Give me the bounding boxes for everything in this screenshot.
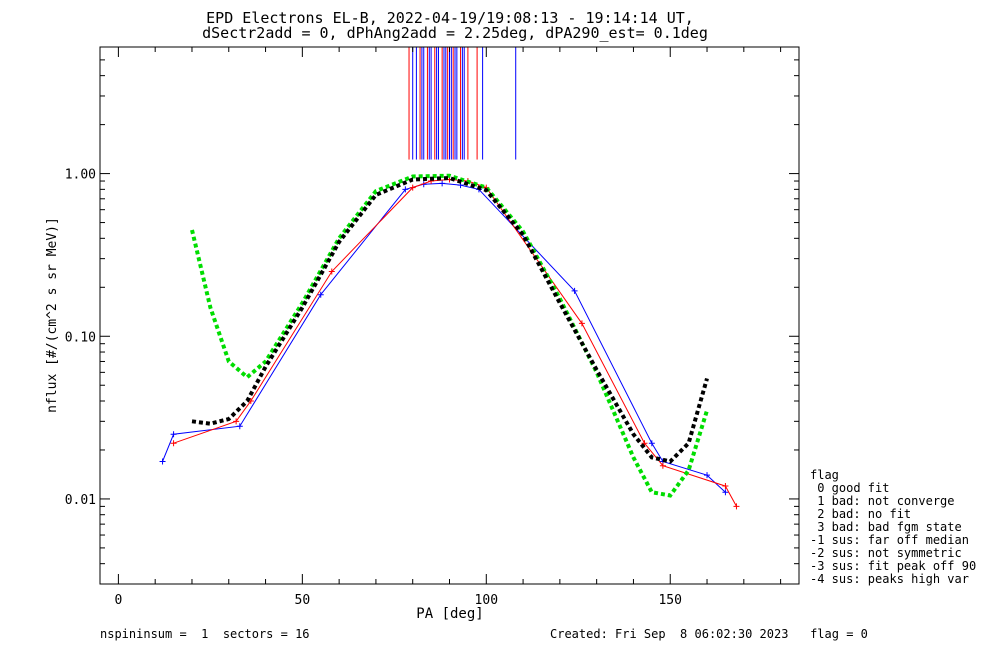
footer-created-info: Created: Fri Sep 8 06:02:30 2023 flag = … bbox=[550, 627, 868, 641]
data-layer bbox=[159, 47, 740, 510]
footer-spin-info: nspininsum = 1 sectors = 16 bbox=[100, 627, 310, 641]
fit-curve bbox=[190, 173, 709, 498]
data-point bbox=[722, 483, 729, 490]
legend-item: -2 sus: not symmetric bbox=[810, 546, 962, 560]
data-point bbox=[170, 440, 177, 447]
data-point bbox=[578, 320, 585, 327]
x-tick-label: 100 bbox=[475, 593, 498, 608]
data-point bbox=[722, 489, 729, 496]
chart-title: EPD Electrons EL-B, 2022-04-19/19:08:13 … bbox=[206, 9, 694, 27]
axes-layer: 0 50 100 150 0.01 0.10 1.00 bbox=[65, 47, 799, 608]
data-point bbox=[571, 287, 578, 294]
legend-item: -4 sus: peaks high var bbox=[810, 572, 969, 586]
x-axis-label: PA [deg] bbox=[416, 606, 483, 622]
data-point bbox=[704, 472, 711, 479]
y-tick-label: 1.00 bbox=[65, 168, 96, 183]
fit-curve bbox=[191, 175, 709, 464]
x-tick-label: 150 bbox=[658, 593, 681, 608]
legend-item: -1 sus: far off median bbox=[810, 533, 969, 547]
data-point bbox=[439, 180, 446, 187]
data-point bbox=[733, 503, 740, 510]
data-point bbox=[328, 268, 335, 275]
data-point bbox=[236, 423, 243, 430]
legend-item: -3 sus: fit peak off 90 bbox=[810, 559, 977, 573]
y-axis-label: nflux [#/(cm^2 s sr MeV)] bbox=[45, 217, 60, 413]
data-point bbox=[159, 458, 166, 465]
y-tick-label: 0.10 bbox=[65, 330, 96, 345]
data-point bbox=[409, 184, 416, 191]
legend-title: flag bbox=[810, 468, 839, 482]
data-point bbox=[659, 462, 666, 469]
y-tick-label: 0.01 bbox=[65, 493, 96, 508]
data-point bbox=[648, 440, 655, 447]
legend-item: 3 bad: bad fgm state bbox=[810, 520, 962, 534]
x-tick-label: 0 bbox=[114, 593, 122, 608]
data-point bbox=[317, 291, 324, 298]
legend-item: 0 good fit bbox=[810, 481, 890, 495]
legend-item: 2 bad: no fit bbox=[810, 507, 912, 521]
x-tick-label: 50 bbox=[295, 593, 311, 608]
series-line bbox=[162, 182, 726, 493]
data-point bbox=[402, 186, 409, 193]
legend-item: 1 bad: not converge bbox=[810, 494, 955, 508]
chart-subtitle: dSectr2add = 0, dPhAng2add = 2.25deg, dP… bbox=[202, 24, 708, 42]
data-point bbox=[170, 431, 177, 438]
data-point bbox=[233, 418, 240, 425]
